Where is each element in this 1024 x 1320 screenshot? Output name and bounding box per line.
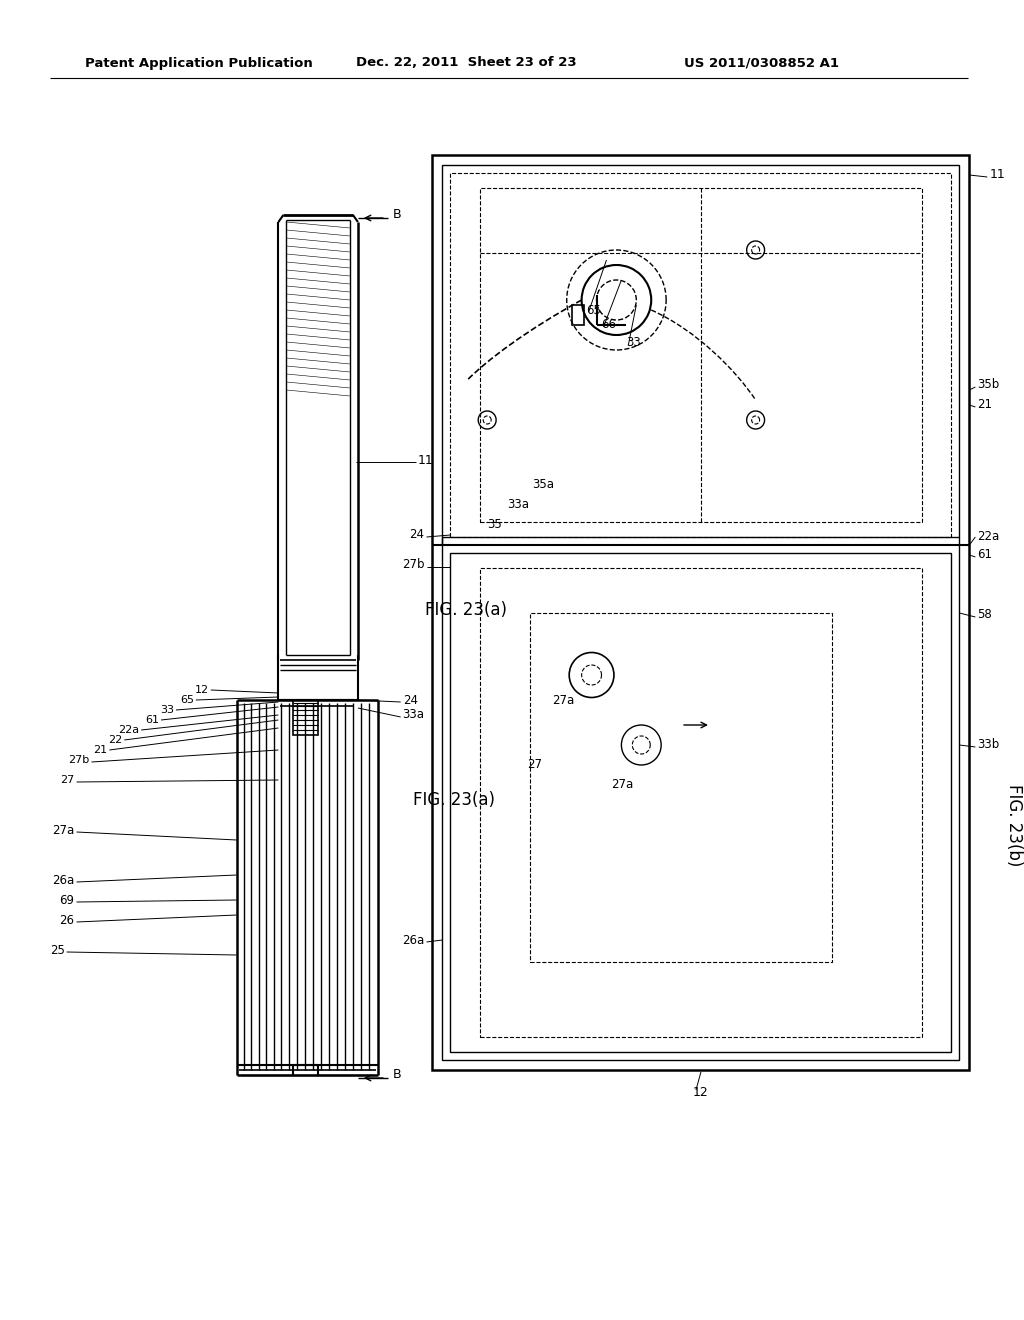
- Text: 65: 65: [587, 304, 601, 317]
- Text: 33: 33: [627, 337, 641, 350]
- Text: 33a: 33a: [402, 709, 425, 722]
- Text: B: B: [393, 1068, 401, 1081]
- Text: 58: 58: [977, 609, 992, 622]
- Bar: [432, 154, 970, 1071]
- Text: 12: 12: [693, 1085, 709, 1098]
- Text: 33a: 33a: [507, 499, 529, 511]
- Text: 66: 66: [601, 318, 616, 331]
- Text: 11: 11: [989, 169, 1005, 181]
- Bar: [530, 612, 833, 962]
- Text: 35b: 35b: [977, 379, 999, 392]
- Text: FIG. 23(b): FIG. 23(b): [1006, 784, 1023, 866]
- Text: 65: 65: [180, 696, 194, 705]
- Text: 33b: 33b: [977, 738, 999, 751]
- Bar: [293, 700, 318, 735]
- Bar: [480, 187, 922, 521]
- Text: US 2011/0308852 A1: US 2011/0308852 A1: [684, 57, 839, 70]
- Text: 11: 11: [418, 454, 433, 466]
- Text: Dec. 22, 2011  Sheet 23 of 23: Dec. 22, 2011 Sheet 23 of 23: [356, 57, 577, 70]
- Text: 27: 27: [60, 775, 75, 785]
- Text: 27: 27: [527, 759, 542, 771]
- Text: 26a: 26a: [402, 933, 425, 946]
- Text: 24: 24: [402, 693, 418, 706]
- Text: 21: 21: [977, 399, 992, 412]
- Text: 22a: 22a: [977, 531, 999, 544]
- Text: 25: 25: [50, 944, 65, 957]
- Text: B: B: [393, 209, 401, 222]
- Text: 27a: 27a: [611, 779, 634, 792]
- Text: 35: 35: [487, 519, 502, 532]
- Text: 26a: 26a: [52, 874, 75, 887]
- Text: 22: 22: [109, 735, 122, 744]
- Bar: [480, 568, 922, 1038]
- Text: FIG. 23(a): FIG. 23(a): [413, 791, 495, 809]
- Bar: [451, 173, 951, 537]
- Text: 27a: 27a: [552, 693, 574, 706]
- Text: FIG. 23(a): FIG. 23(a): [425, 601, 507, 619]
- Text: 27b: 27b: [402, 558, 425, 572]
- Text: 12: 12: [195, 685, 209, 696]
- Bar: [451, 553, 951, 1052]
- Text: 26: 26: [59, 913, 75, 927]
- Text: 22a: 22a: [118, 725, 139, 735]
- Text: 27a: 27a: [52, 824, 75, 837]
- Text: 33: 33: [160, 705, 174, 715]
- Text: 21: 21: [93, 744, 108, 755]
- Text: 69: 69: [59, 894, 75, 907]
- Text: 27b: 27b: [69, 755, 89, 766]
- Text: 61: 61: [145, 715, 159, 725]
- Bar: [571, 305, 584, 325]
- Bar: [442, 165, 959, 1060]
- Text: 24: 24: [410, 528, 425, 541]
- Text: 35a: 35a: [531, 479, 554, 491]
- Text: 61: 61: [977, 549, 992, 561]
- Text: Patent Application Publication: Patent Application Publication: [85, 57, 312, 70]
